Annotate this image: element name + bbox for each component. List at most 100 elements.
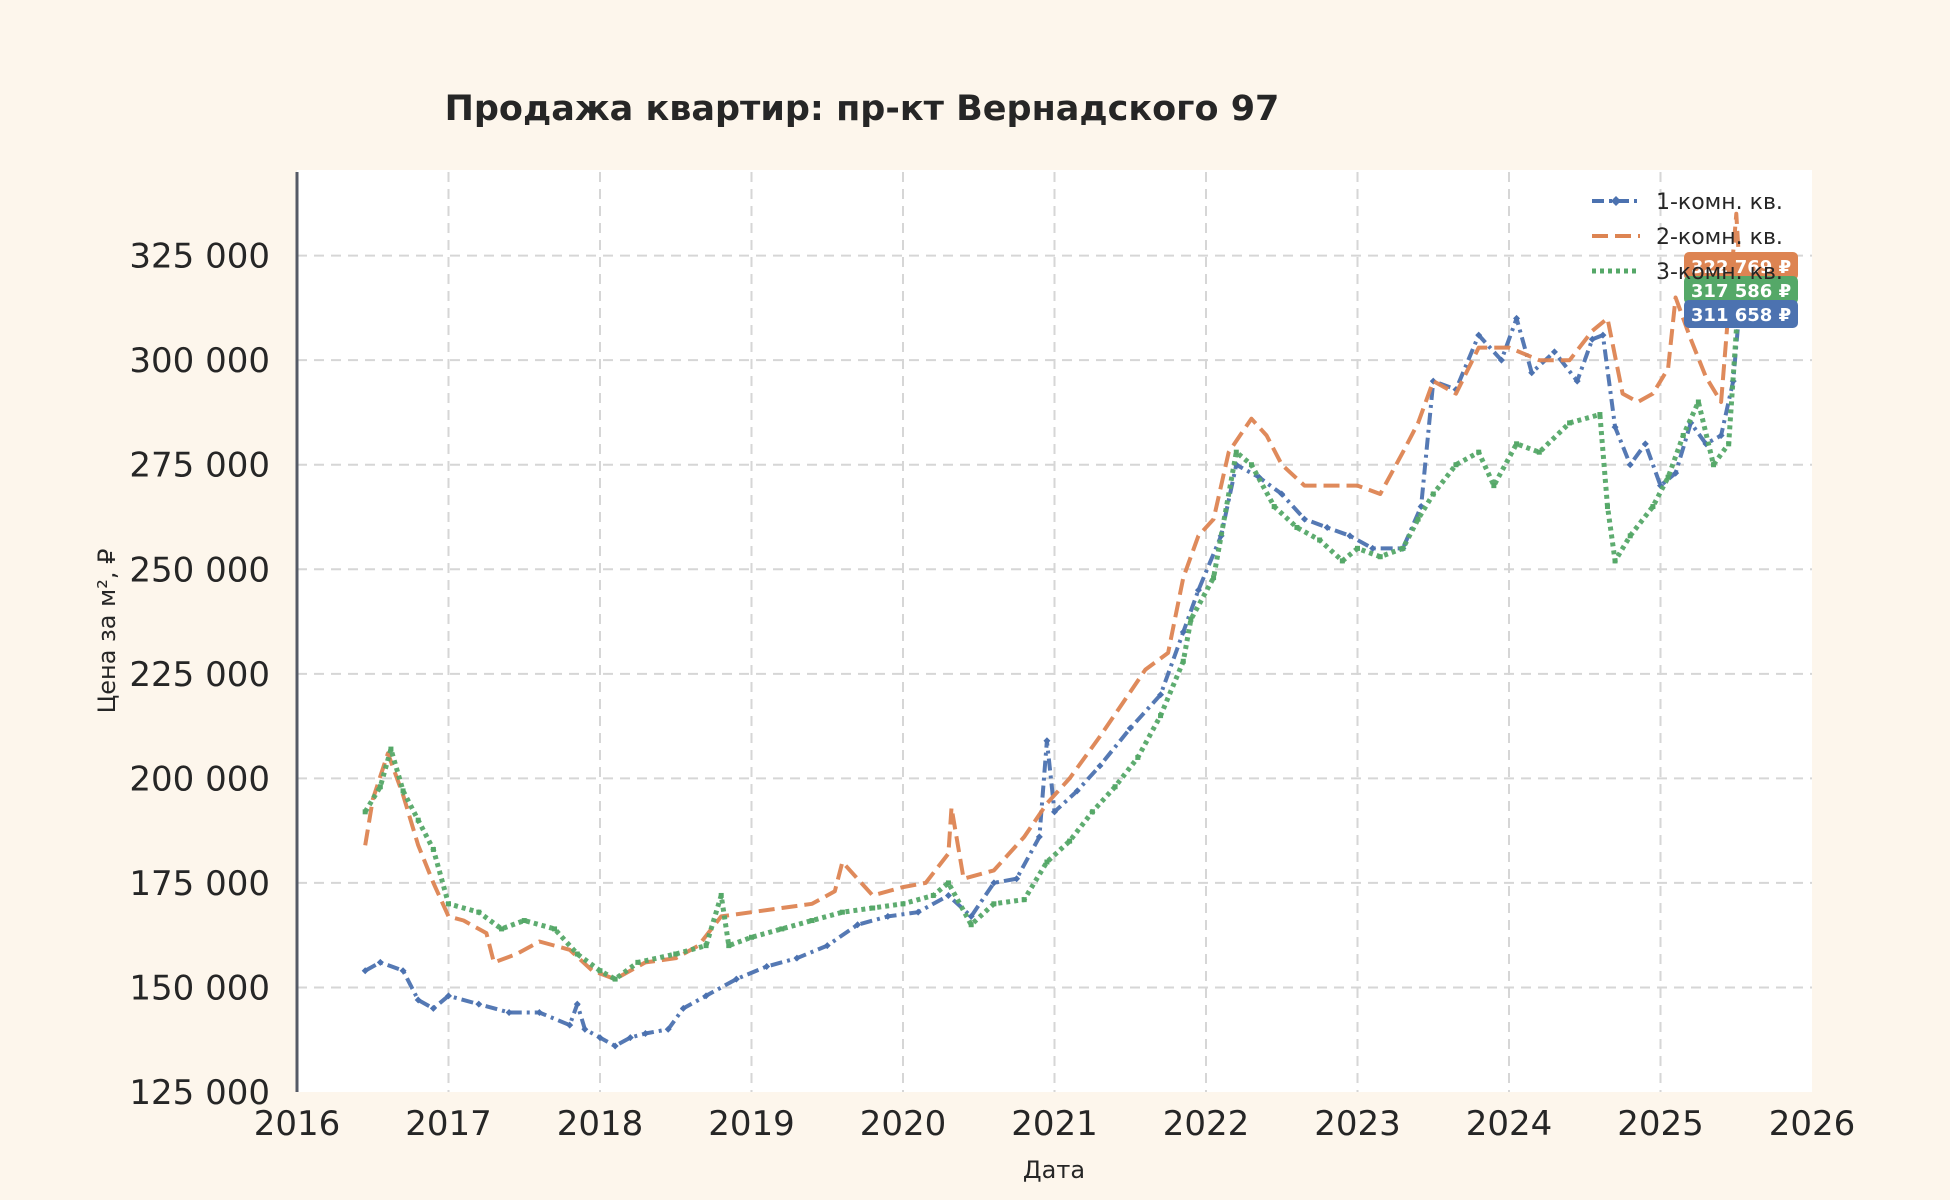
data-point xyxy=(1271,504,1277,510)
data-point xyxy=(635,959,641,965)
legend-entry: 2-комн. кв. xyxy=(1592,225,1783,250)
data-point xyxy=(475,1000,483,1008)
data-point xyxy=(415,817,421,823)
data-point xyxy=(1476,449,1482,455)
y-tick-label: 225 000 xyxy=(129,655,270,695)
data-point xyxy=(702,992,710,1000)
x-tick-label: 2024 xyxy=(1466,1104,1553,1144)
x-tick-label: 2023 xyxy=(1314,1104,1401,1144)
legend: 1-комн. кв. 2-комн. кв. 3-комн. кв. xyxy=(1592,190,1783,285)
series-line xyxy=(363,211,1742,982)
data-point xyxy=(505,1009,513,1017)
badge-box xyxy=(1684,276,1798,304)
data-point xyxy=(854,921,862,929)
data-point xyxy=(1013,875,1021,883)
tick-labels: 2016 2017 2018 2019 2020 2021 2022 2023 2024 2025… xyxy=(129,237,1855,1144)
data-point xyxy=(1497,356,1505,364)
data-point xyxy=(1626,461,1634,469)
data-point xyxy=(1096,762,1104,770)
last-value-badge: 322 769 ₽ xyxy=(1684,252,1798,280)
data-point xyxy=(414,996,422,1004)
data-point xyxy=(1726,441,1732,447)
data-point xyxy=(552,926,558,932)
data-point xyxy=(1717,431,1725,439)
data-point xyxy=(1180,658,1186,664)
legend-entry: 1-комн. кв. xyxy=(1592,190,1783,215)
data-point xyxy=(1550,348,1558,356)
data-point xyxy=(1021,897,1027,903)
data-point xyxy=(1278,490,1286,498)
badge-label: 311 658 ₽ xyxy=(1691,305,1791,326)
data-point xyxy=(718,892,724,898)
legend-entry: 3-комн. кв. xyxy=(1592,260,1783,285)
legend-label: 1-комн. кв. xyxy=(1656,190,1783,215)
data-point xyxy=(574,951,580,957)
data-point xyxy=(1112,784,1118,790)
badge-label: 322 769 ₽ xyxy=(1691,257,1791,278)
legend-marker xyxy=(1611,196,1621,206)
data-point xyxy=(1158,713,1164,719)
x-tick-label: 2017 xyxy=(405,1104,492,1144)
data-point xyxy=(446,901,451,907)
data-point xyxy=(1194,586,1202,594)
y-tick-label: 125 000 xyxy=(129,1073,270,1113)
data-point xyxy=(611,1042,619,1050)
data-point xyxy=(1126,724,1134,732)
legend-label: 3-комн. кв. xyxy=(1656,260,1783,285)
data-point xyxy=(376,958,384,966)
data-point xyxy=(793,954,801,962)
data-point xyxy=(641,1029,649,1037)
data-point xyxy=(763,963,771,971)
data-point xyxy=(1157,691,1165,699)
data-point xyxy=(521,918,527,924)
data-point xyxy=(1415,516,1421,522)
data-point xyxy=(1588,335,1596,343)
data-point xyxy=(1377,554,1383,560)
data-point xyxy=(377,784,383,790)
y-tick-label: 275 000 xyxy=(129,446,270,486)
data-point xyxy=(1369,544,1377,552)
data-point xyxy=(445,992,452,1000)
data-point xyxy=(930,892,936,898)
data-point xyxy=(673,951,679,957)
data-point xyxy=(1400,545,1406,551)
x-tick-label: 2025 xyxy=(1617,1104,1704,1144)
data-point xyxy=(779,926,785,932)
data-point xyxy=(703,943,709,949)
data-point xyxy=(679,1004,687,1012)
series-2-комн. кв. xyxy=(363,211,1742,982)
data-point xyxy=(362,809,368,815)
data-point xyxy=(968,922,974,928)
data-point xyxy=(1514,441,1520,447)
legend-label: 2-комн. кв. xyxy=(1656,225,1783,250)
data-point xyxy=(612,976,618,982)
y-tick-label: 300 000 xyxy=(129,341,270,381)
series-3-комн. кв. xyxy=(362,284,1742,982)
data-point xyxy=(1035,833,1043,841)
data-point xyxy=(597,968,603,974)
last-value-badges: 322 769 ₽ 317 586 ₽ 311 658 ₽ xyxy=(1684,252,1798,328)
data-point xyxy=(1627,533,1633,539)
data-point xyxy=(1453,462,1459,468)
data-point xyxy=(1573,377,1581,385)
y-axis-title: Цена за м², ₽ xyxy=(93,549,121,714)
y-tick-label: 175 000 xyxy=(129,864,270,904)
data-point xyxy=(581,1025,589,1033)
grid xyxy=(297,172,1812,1092)
data-point xyxy=(566,1021,574,1029)
data-point xyxy=(870,905,876,911)
data-point xyxy=(1711,462,1717,468)
data-point xyxy=(884,912,892,920)
data-point xyxy=(1051,808,1058,816)
data-point xyxy=(839,909,845,915)
data-point xyxy=(476,909,482,915)
data-point xyxy=(990,879,998,887)
x-tick-label: 2022 xyxy=(1163,1104,1250,1144)
data-point xyxy=(1233,449,1239,455)
data-point xyxy=(1475,331,1483,339)
badge-box xyxy=(1684,300,1798,328)
data-point xyxy=(1073,787,1081,795)
last-value-badge: 311 658 ₽ xyxy=(1684,300,1798,328)
data-point xyxy=(1567,420,1573,426)
data-point xyxy=(1672,469,1680,477)
